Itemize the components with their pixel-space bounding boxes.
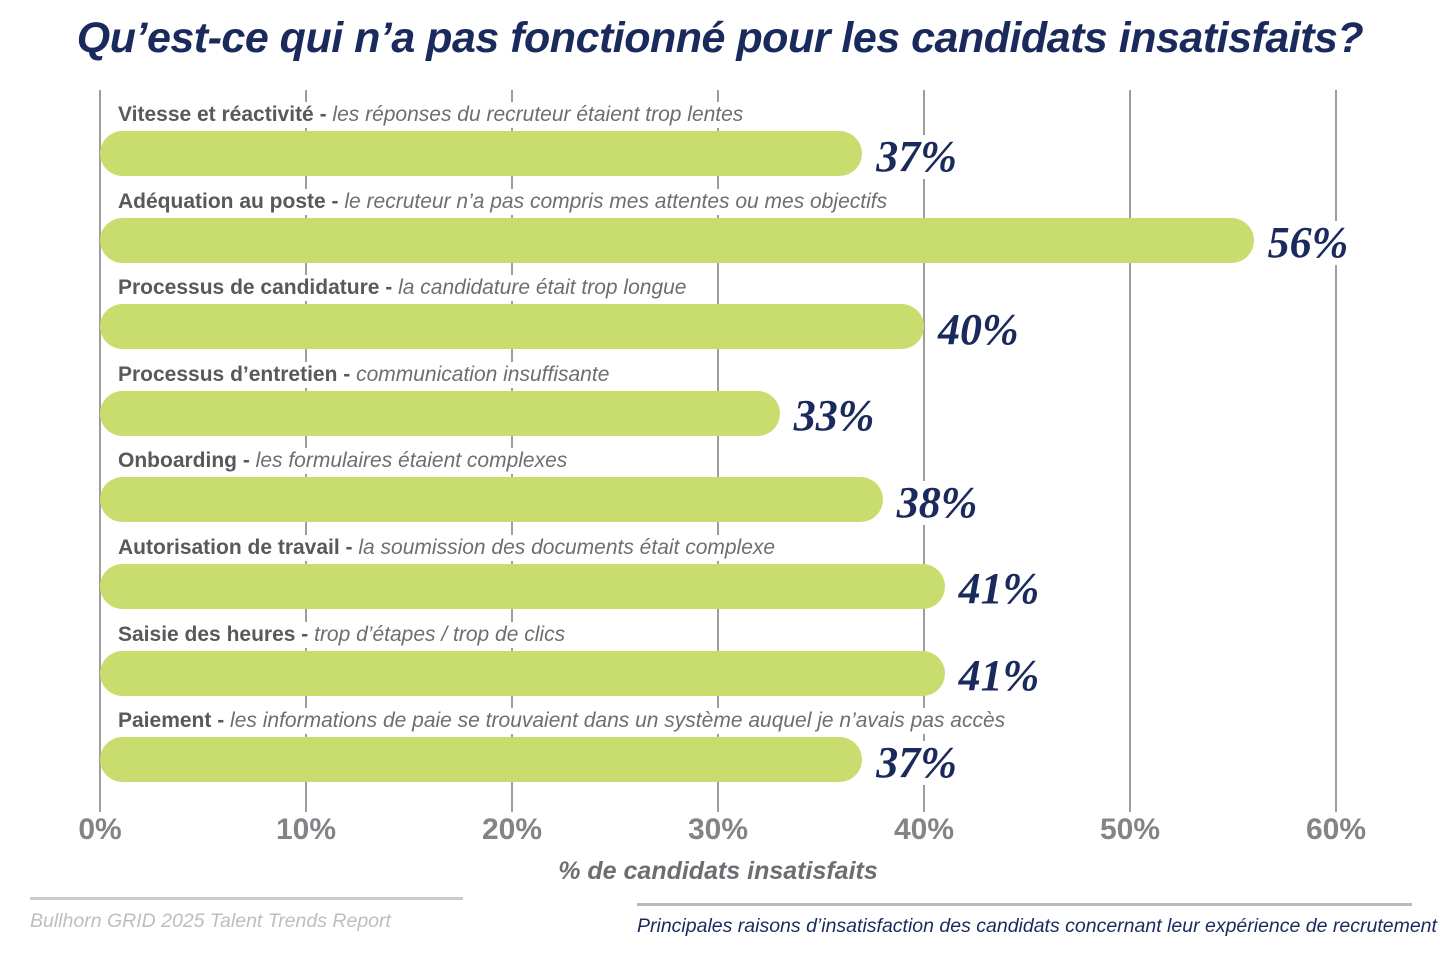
chart-title: Qu’est-ce qui n’a pas fonctionné pour le… xyxy=(76,14,1364,62)
bar xyxy=(100,737,863,783)
bar-label: Paiement - les informations de paie se t… xyxy=(118,708,1016,735)
gridline xyxy=(923,90,925,812)
bar xyxy=(100,563,945,609)
x-tick-label: 50% xyxy=(1099,813,1161,846)
bar-label: Adéquation au poste - le recruteur n’a p… xyxy=(118,188,898,215)
bar-row: Vitesse et réactivité - les réponses du … xyxy=(100,102,1336,189)
caption-text: Principales raisons d’insatisfaction des… xyxy=(637,915,1437,937)
bar-category: Onboarding - xyxy=(118,449,256,473)
bar-row: Paiement - les informations de paie se t… xyxy=(100,708,1336,795)
bar-value: 56% xyxy=(1263,221,1353,266)
bar-label: Onboarding - les formulaires étaient com… xyxy=(118,448,578,475)
bar-chart: Vitesse et réactivité - les réponses du … xyxy=(99,90,1353,812)
bar-description: les informations de paie se trouvaient d… xyxy=(230,709,1006,733)
bar-category: Adéquation au poste - xyxy=(118,189,345,213)
x-axis-ticks: 0% 10% 20% 30% 40% 50% 60% xyxy=(78,813,1366,849)
bar xyxy=(100,131,863,176)
bar-line: 37% xyxy=(100,131,1336,179)
bar-line: 56% xyxy=(100,217,1353,266)
x-tick-label: 0% xyxy=(78,813,122,846)
bar xyxy=(100,217,1254,263)
source-text: Bullhorn GRID 2025 Talent Trends Report xyxy=(30,910,391,932)
x-axis-label: % de candidats insatisfaits xyxy=(558,857,878,885)
bar-value: 41% xyxy=(954,654,1044,699)
bar-line: 38% xyxy=(100,477,1336,525)
bar-category: Autorisation de travail - xyxy=(118,535,359,559)
x-tick-label: 60% xyxy=(1305,813,1367,846)
bar-row: Autorisation de travail - la soumission … xyxy=(100,534,1336,622)
x-tick-label: 10% xyxy=(275,813,337,846)
bar xyxy=(100,390,780,436)
x-tick-label: 20% xyxy=(481,813,543,846)
bar-category: Processus de candidature - xyxy=(118,276,399,300)
bar-label: Processus de candidature - la candidatur… xyxy=(118,275,697,302)
bar-value: 33% xyxy=(789,394,879,439)
gridline xyxy=(717,90,719,812)
bar-category: Saisie des heures - xyxy=(118,622,315,646)
x-tick-label: 30% xyxy=(687,813,749,846)
bar-category: Vitesse et réactivité - xyxy=(118,103,333,126)
bar-line: 41% xyxy=(100,650,1336,699)
bar-category: Processus d’entretien - xyxy=(118,362,357,386)
bar-row: Processus d’entretien - communication in… xyxy=(100,361,1336,449)
bar-label: Processus d’entretien - communication in… xyxy=(118,361,620,388)
bar-value: 37% xyxy=(872,740,961,785)
bar-value: 41% xyxy=(954,567,1044,612)
x-tick-label: 40% xyxy=(893,813,955,846)
bar-value: 38% xyxy=(892,480,982,525)
bar-description: trop d’étapes / trop de clics xyxy=(314,622,566,646)
bar-line: 40% xyxy=(100,304,1336,352)
gridline xyxy=(99,90,101,812)
bar xyxy=(100,304,924,350)
source-note: Bullhorn GRID 2025 Talent Trends Report xyxy=(30,897,463,933)
bar-row: Adéquation au poste - le recruteur n’a p… xyxy=(100,188,1353,276)
bar-description: les formulaires étaient complexes xyxy=(255,449,568,473)
bar-line: 33% xyxy=(100,390,1336,439)
bar-row: Onboarding - les formulaires étaient com… xyxy=(100,448,1336,535)
bar xyxy=(100,650,945,696)
bar-description: le recruteur n’a pas compris mes attente… xyxy=(344,189,888,213)
bar-description: la soumission des documents était comple… xyxy=(358,535,776,559)
bar-description: la candidature était trop longue xyxy=(398,276,687,300)
bar-label: Autorisation de travail - la soumission … xyxy=(118,534,786,561)
bar-rows: Vitesse et réactivité - les réponses du … xyxy=(100,90,1353,812)
bar-value: 37% xyxy=(872,134,961,179)
bar-category: Paiement - xyxy=(118,709,231,733)
bar-row: Saisie des heures - trop d’étapes / trop… xyxy=(100,621,1336,709)
bar-row: Processus de candidature - la candidatur… xyxy=(100,275,1336,362)
bar-label: Vitesse et réactivité - les réponses du … xyxy=(118,102,754,128)
gridline xyxy=(1129,90,1131,812)
bar-description: les réponses du recruteur étaient trop l… xyxy=(332,103,744,126)
bar xyxy=(100,477,883,523)
bar-value: 40% xyxy=(934,307,1023,352)
bar-label: Saisie des heures - trop d’étapes / trop… xyxy=(118,621,576,648)
gridline xyxy=(1335,90,1337,812)
bar-line: 37% xyxy=(100,737,1336,785)
bar-line: 41% xyxy=(100,563,1336,612)
caption-note: Principales raisons d’insatisfaction des… xyxy=(637,903,1437,938)
bar-description: communication insuffisante xyxy=(356,362,610,386)
